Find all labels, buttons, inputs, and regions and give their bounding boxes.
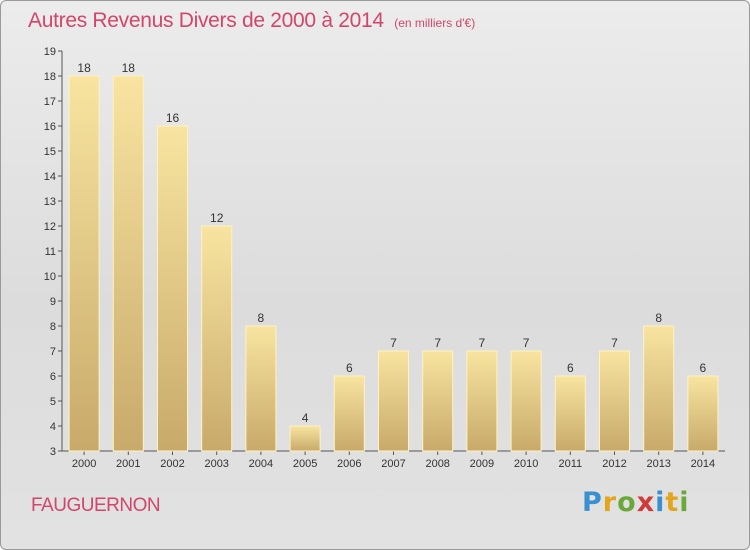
bar bbox=[510, 350, 542, 452]
x-tick-label: 2013 bbox=[646, 458, 670, 470]
bar-value-label: 4 bbox=[302, 411, 309, 425]
bar bbox=[554, 375, 586, 452]
y-tick-label: 13 bbox=[44, 196, 56, 208]
bar-layer: 18 18 16 12 8 4 6 7 7 7 7 6 7 8 6 bbox=[68, 61, 719, 452]
bar-value-label: 18 bbox=[122, 61, 136, 75]
bar-value-label: 7 bbox=[479, 336, 486, 350]
logo-letter: r bbox=[602, 487, 618, 518]
bar bbox=[112, 75, 144, 452]
bar bbox=[333, 375, 365, 452]
bar bbox=[378, 350, 409, 452]
y-tick-label: 9 bbox=[50, 296, 56, 308]
chart-title-block: Autres Revenus Divers de 2000 à 2014 (en… bbox=[28, 9, 475, 33]
y-tick-label: 14 bbox=[44, 171, 56, 183]
x-tick-label: 2010 bbox=[514, 458, 538, 470]
y-tick-label: 4 bbox=[50, 421, 56, 433]
bar bbox=[68, 75, 100, 452]
bar bbox=[599, 350, 630, 452]
bar-value-label: 7 bbox=[523, 336, 530, 350]
bar bbox=[201, 225, 233, 452]
bar bbox=[466, 350, 498, 452]
x-tick-label: 2005 bbox=[293, 458, 317, 470]
x-tick-label: 2009 bbox=[470, 458, 494, 470]
x-tick-label: 2002 bbox=[160, 458, 184, 470]
bar bbox=[289, 425, 321, 452]
bar-value-label: 7 bbox=[434, 336, 441, 350]
x-tick-label: 2000 bbox=[72, 458, 96, 470]
bar-value-label: 12 bbox=[210, 211, 224, 225]
y-tick-label: 15 bbox=[44, 146, 56, 158]
y-tick-label: 3 bbox=[50, 446, 56, 458]
bar-value-label: 18 bbox=[77, 61, 91, 75]
bar-value-label: 6 bbox=[346, 361, 353, 375]
bar-value-label: 6 bbox=[700, 361, 707, 375]
x-tick-label: 2006 bbox=[337, 458, 361, 470]
bar bbox=[157, 125, 188, 452]
x-tick-label: 2004 bbox=[249, 458, 273, 470]
logo-letter: i bbox=[679, 487, 690, 518]
y-tick-label: 11 bbox=[45, 246, 56, 258]
x-tick-label: 2014 bbox=[691, 458, 715, 470]
bar-value-label: 16 bbox=[166, 111, 180, 125]
x-tick-label: 2003 bbox=[204, 458, 228, 470]
logo-letter: P bbox=[582, 487, 603, 518]
y-tick-label: 6 bbox=[50, 371, 56, 383]
y-tick-label: 5 bbox=[50, 396, 56, 408]
bar-value-label: 8 bbox=[655, 311, 662, 325]
logo-letter: t bbox=[665, 487, 680, 518]
bar-value-label: 6 bbox=[567, 361, 574, 375]
bar-value-label: 7 bbox=[390, 336, 397, 350]
bar bbox=[422, 350, 454, 452]
logo-letter: x bbox=[636, 487, 656, 518]
bar bbox=[643, 325, 675, 452]
y-tick-label: 7 bbox=[50, 346, 56, 358]
y-tick-label: 19 bbox=[44, 46, 56, 58]
x-tick-label: 2008 bbox=[425, 458, 449, 470]
y-tick-label: 16 bbox=[44, 121, 56, 133]
logo-letter: o bbox=[617, 487, 637, 518]
bar bbox=[245, 325, 277, 452]
y-tick-label: 12 bbox=[44, 221, 56, 233]
x-tick-label: 2012 bbox=[602, 458, 626, 470]
chart-title: Autres Revenus Divers de 2000 à 2014 bbox=[28, 9, 384, 32]
y-tick-label: 8 bbox=[50, 321, 56, 333]
bar bbox=[687, 375, 719, 452]
x-tick-label: 2001 bbox=[116, 458, 140, 470]
x-tick-label: 2011 bbox=[558, 458, 582, 470]
y-tick-label: 17 bbox=[44, 96, 56, 108]
commune-name: FAUGUERNON bbox=[31, 495, 161, 516]
y-tick-label: 18 bbox=[44, 71, 56, 83]
bar-value-label: 7 bbox=[611, 336, 618, 350]
logo-letter: i bbox=[655, 487, 666, 518]
chart-subtitle: (en milliers d'€) bbox=[394, 16, 476, 30]
y-tick-label: 10 bbox=[44, 271, 56, 283]
x-tick-label: 2007 bbox=[381, 458, 405, 470]
proxiti-logo[interactable]: Proxiti bbox=[582, 487, 690, 518]
bar-value-label: 8 bbox=[258, 311, 265, 325]
